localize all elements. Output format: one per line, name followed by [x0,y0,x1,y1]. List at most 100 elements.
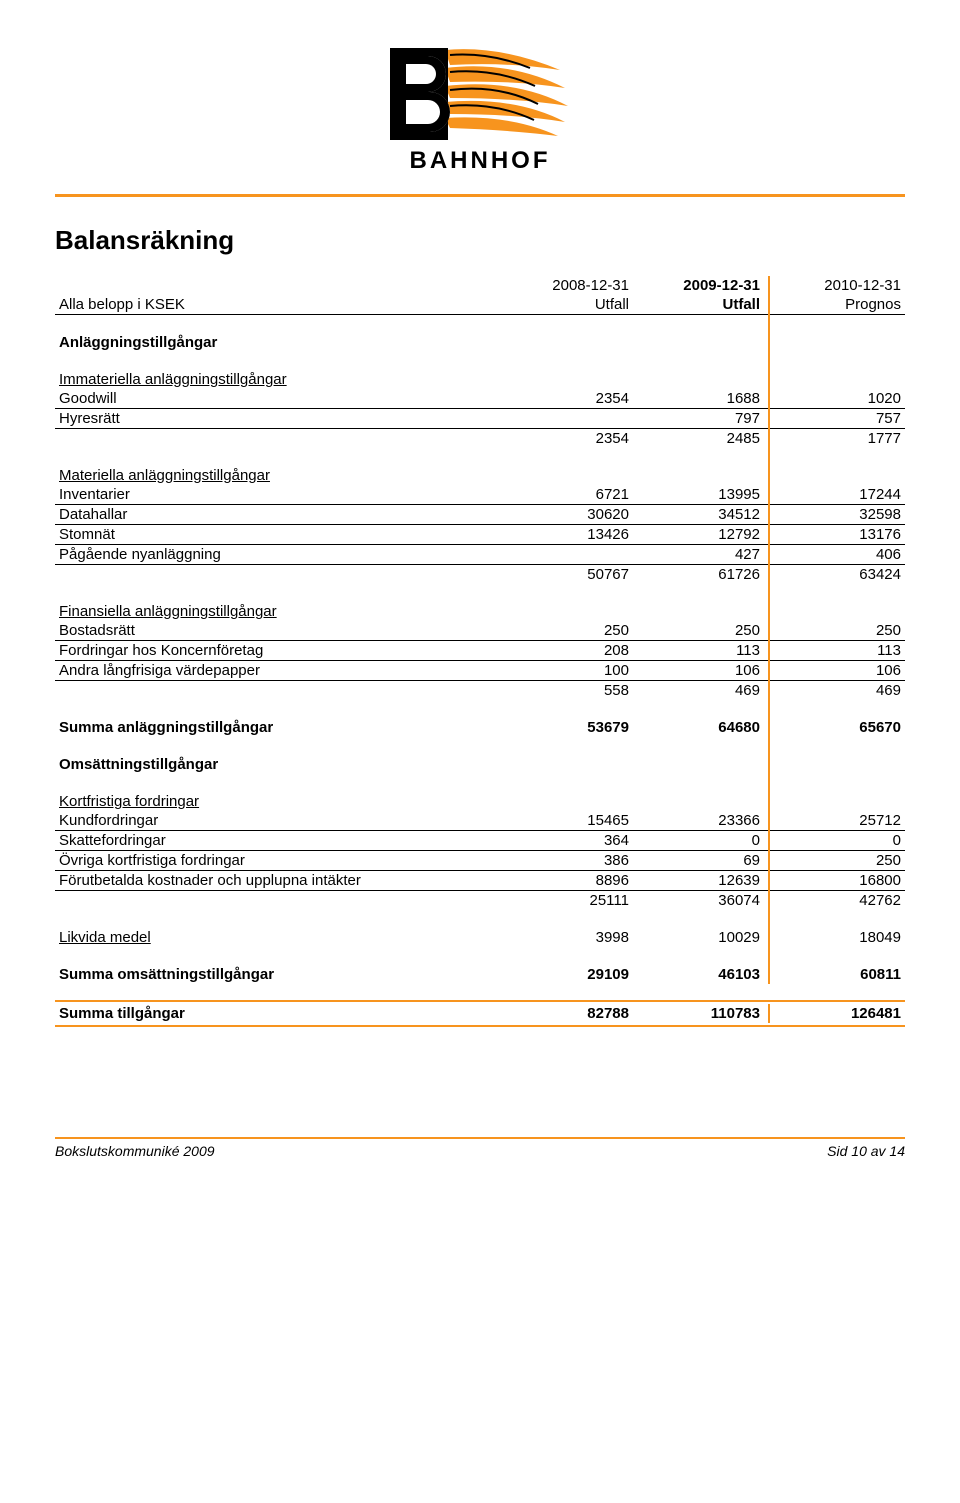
section-total-label: Summa omsättningstillgångar [55,965,497,984]
row-value: 15465 [497,811,633,831]
row-value [497,544,633,564]
row-value: 106 [633,660,769,680]
row-value: 25712 [769,811,905,831]
page-container: BAHNHOF Balansräkning 2008-12-31 2009-12… [0,0,960,1189]
subtotal-value: 2485 [633,428,769,448]
table-row: Stomnät 13426 12792 13176 [55,524,905,544]
row-label: Pågående nyanläggning [55,544,497,564]
group-subheading-row: Immateriella anläggningstillgångar [55,370,905,389]
row-value: 23366 [633,811,769,831]
subtotal-row: 25111 36074 42762 [55,890,905,910]
subtotal-value: 25111 [497,890,633,910]
grand-total-table: Summa tillgångar 82788 110783 126481 [55,1004,905,1023]
row-value: 69 [633,850,769,870]
subtotal-value: 2354 [497,428,633,448]
table-row: Fordringar hos Koncernföretag 208 113 11… [55,640,905,660]
subtotal-value: 50767 [497,564,633,584]
section-total-value: 29109 [497,965,633,984]
grand-total-row: Summa tillgångar 82788 110783 126481 [55,1004,905,1023]
header-date-2: 2009-12-31 [633,276,769,295]
row-value: 1688 [633,389,769,409]
bahnhof-logo: BAHNHOF [350,40,610,180]
row-value: 386 [497,850,633,870]
group-subheading: Finansiella anläggningstillgångar [55,602,497,621]
row-value: 10029 [633,928,769,947]
table-row: Förutbetalda kostnader och upplupna intä… [55,870,905,890]
row-label: Kundfordringar [55,811,497,831]
table-row: Likvida medel 3998 10029 18049 [55,928,905,947]
section-total-value: 65670 [769,718,905,737]
subtotal-value: 469 [633,680,769,700]
subtotal-value: 558 [497,680,633,700]
section-heading-row: Anläggningstillgångar [55,333,905,352]
row-value: 406 [769,544,905,564]
table-row: Skattefordringar 364 0 0 [55,830,905,850]
table-row: Kundfordringar 15465 23366 25712 [55,811,905,831]
subtotal-value: 42762 [769,890,905,910]
row-label: Inventarier [55,485,497,505]
row-label: Andra långfrisiga värdepapper [55,660,497,680]
table-row: Inventarier 6721 13995 17244 [55,485,905,505]
table-row: Andra långfrisiga värdepapper 100 106 10… [55,660,905,680]
row-value: 757 [769,408,905,428]
header-label-2: Utfall [633,295,769,315]
row-value: 208 [497,640,633,660]
row-value [497,408,633,428]
row-value: 364 [497,830,633,850]
table-row: Övriga kortfristiga fordringar 386 69 25… [55,850,905,870]
table-row: Bostadsrätt 250 250 250 [55,621,905,641]
row-value: 250 [633,621,769,641]
grand-total-value: 82788 [497,1004,633,1023]
row-value: 13176 [769,524,905,544]
section-total-value: 60811 [769,965,905,984]
row-value: 250 [769,621,905,641]
page-title: Balansräkning [55,225,905,256]
row-value: 100 [497,660,633,680]
logo-text: BAHNHOF [410,147,551,174]
group-subheading-row: Finansiella anläggningstillgångar [55,602,905,621]
table-row: Goodwill 2354 1688 1020 [55,389,905,409]
row-value: 34512 [633,504,769,524]
row-value: 13426 [497,524,633,544]
row-value: 0 [769,830,905,850]
row-value: 13995 [633,485,769,505]
header-subtitle: Alla belopp i KSEK [55,295,497,315]
header-date-3: 2010-12-31 [769,276,905,295]
row-value: 0 [633,830,769,850]
section-heading-row: Omsättningstillgångar [55,755,905,774]
row-value: 113 [633,640,769,660]
grand-total-label: Summa tillgångar [55,1004,497,1023]
header-divider [55,194,905,197]
row-value: 12792 [633,524,769,544]
row-label: Datahallar [55,504,497,524]
group-subheading: Materiella anläggningstillgångar [55,466,497,485]
section-heading: Omsättningstillgångar [55,755,497,774]
grand-total-divider-top [55,1000,905,1002]
section-total-value: 64680 [633,718,769,737]
subtotal-value: 469 [769,680,905,700]
row-value: 18049 [769,928,905,947]
row-label: Förutbetalda kostnader och upplupna intä… [55,870,497,890]
row-label: Likvida medel [55,928,497,947]
subtotal-value: 61726 [633,564,769,584]
row-label: Fordringar hos Koncernföretag [55,640,497,660]
section-heading: Anläggningstillgångar [55,333,497,352]
row-value: 1020 [769,389,905,409]
row-label: Stomnät [55,524,497,544]
logo-container: BAHNHOF [55,40,905,184]
section-total-value: 53679 [497,718,633,737]
header-label-3: Prognos [769,295,905,315]
section-total-row: Summa omsättningstillgångar 29109 46103 … [55,965,905,984]
row-value: 3998 [497,928,633,947]
table-row: Pågående nyanläggning 427 406 [55,544,905,564]
row-value: 16800 [769,870,905,890]
row-value: 12639 [633,870,769,890]
section-total-label: Summa anläggningstillgångar [55,718,497,737]
grand-total-value: 126481 [769,1004,905,1023]
row-label: Goodwill [55,389,497,409]
subtotal-value: 1777 [769,428,905,448]
row-value: 797 [633,408,769,428]
row-label: Skattefordringar [55,830,497,850]
header-label-1: Utfall [497,295,633,315]
subtotal-value: 63424 [769,564,905,584]
